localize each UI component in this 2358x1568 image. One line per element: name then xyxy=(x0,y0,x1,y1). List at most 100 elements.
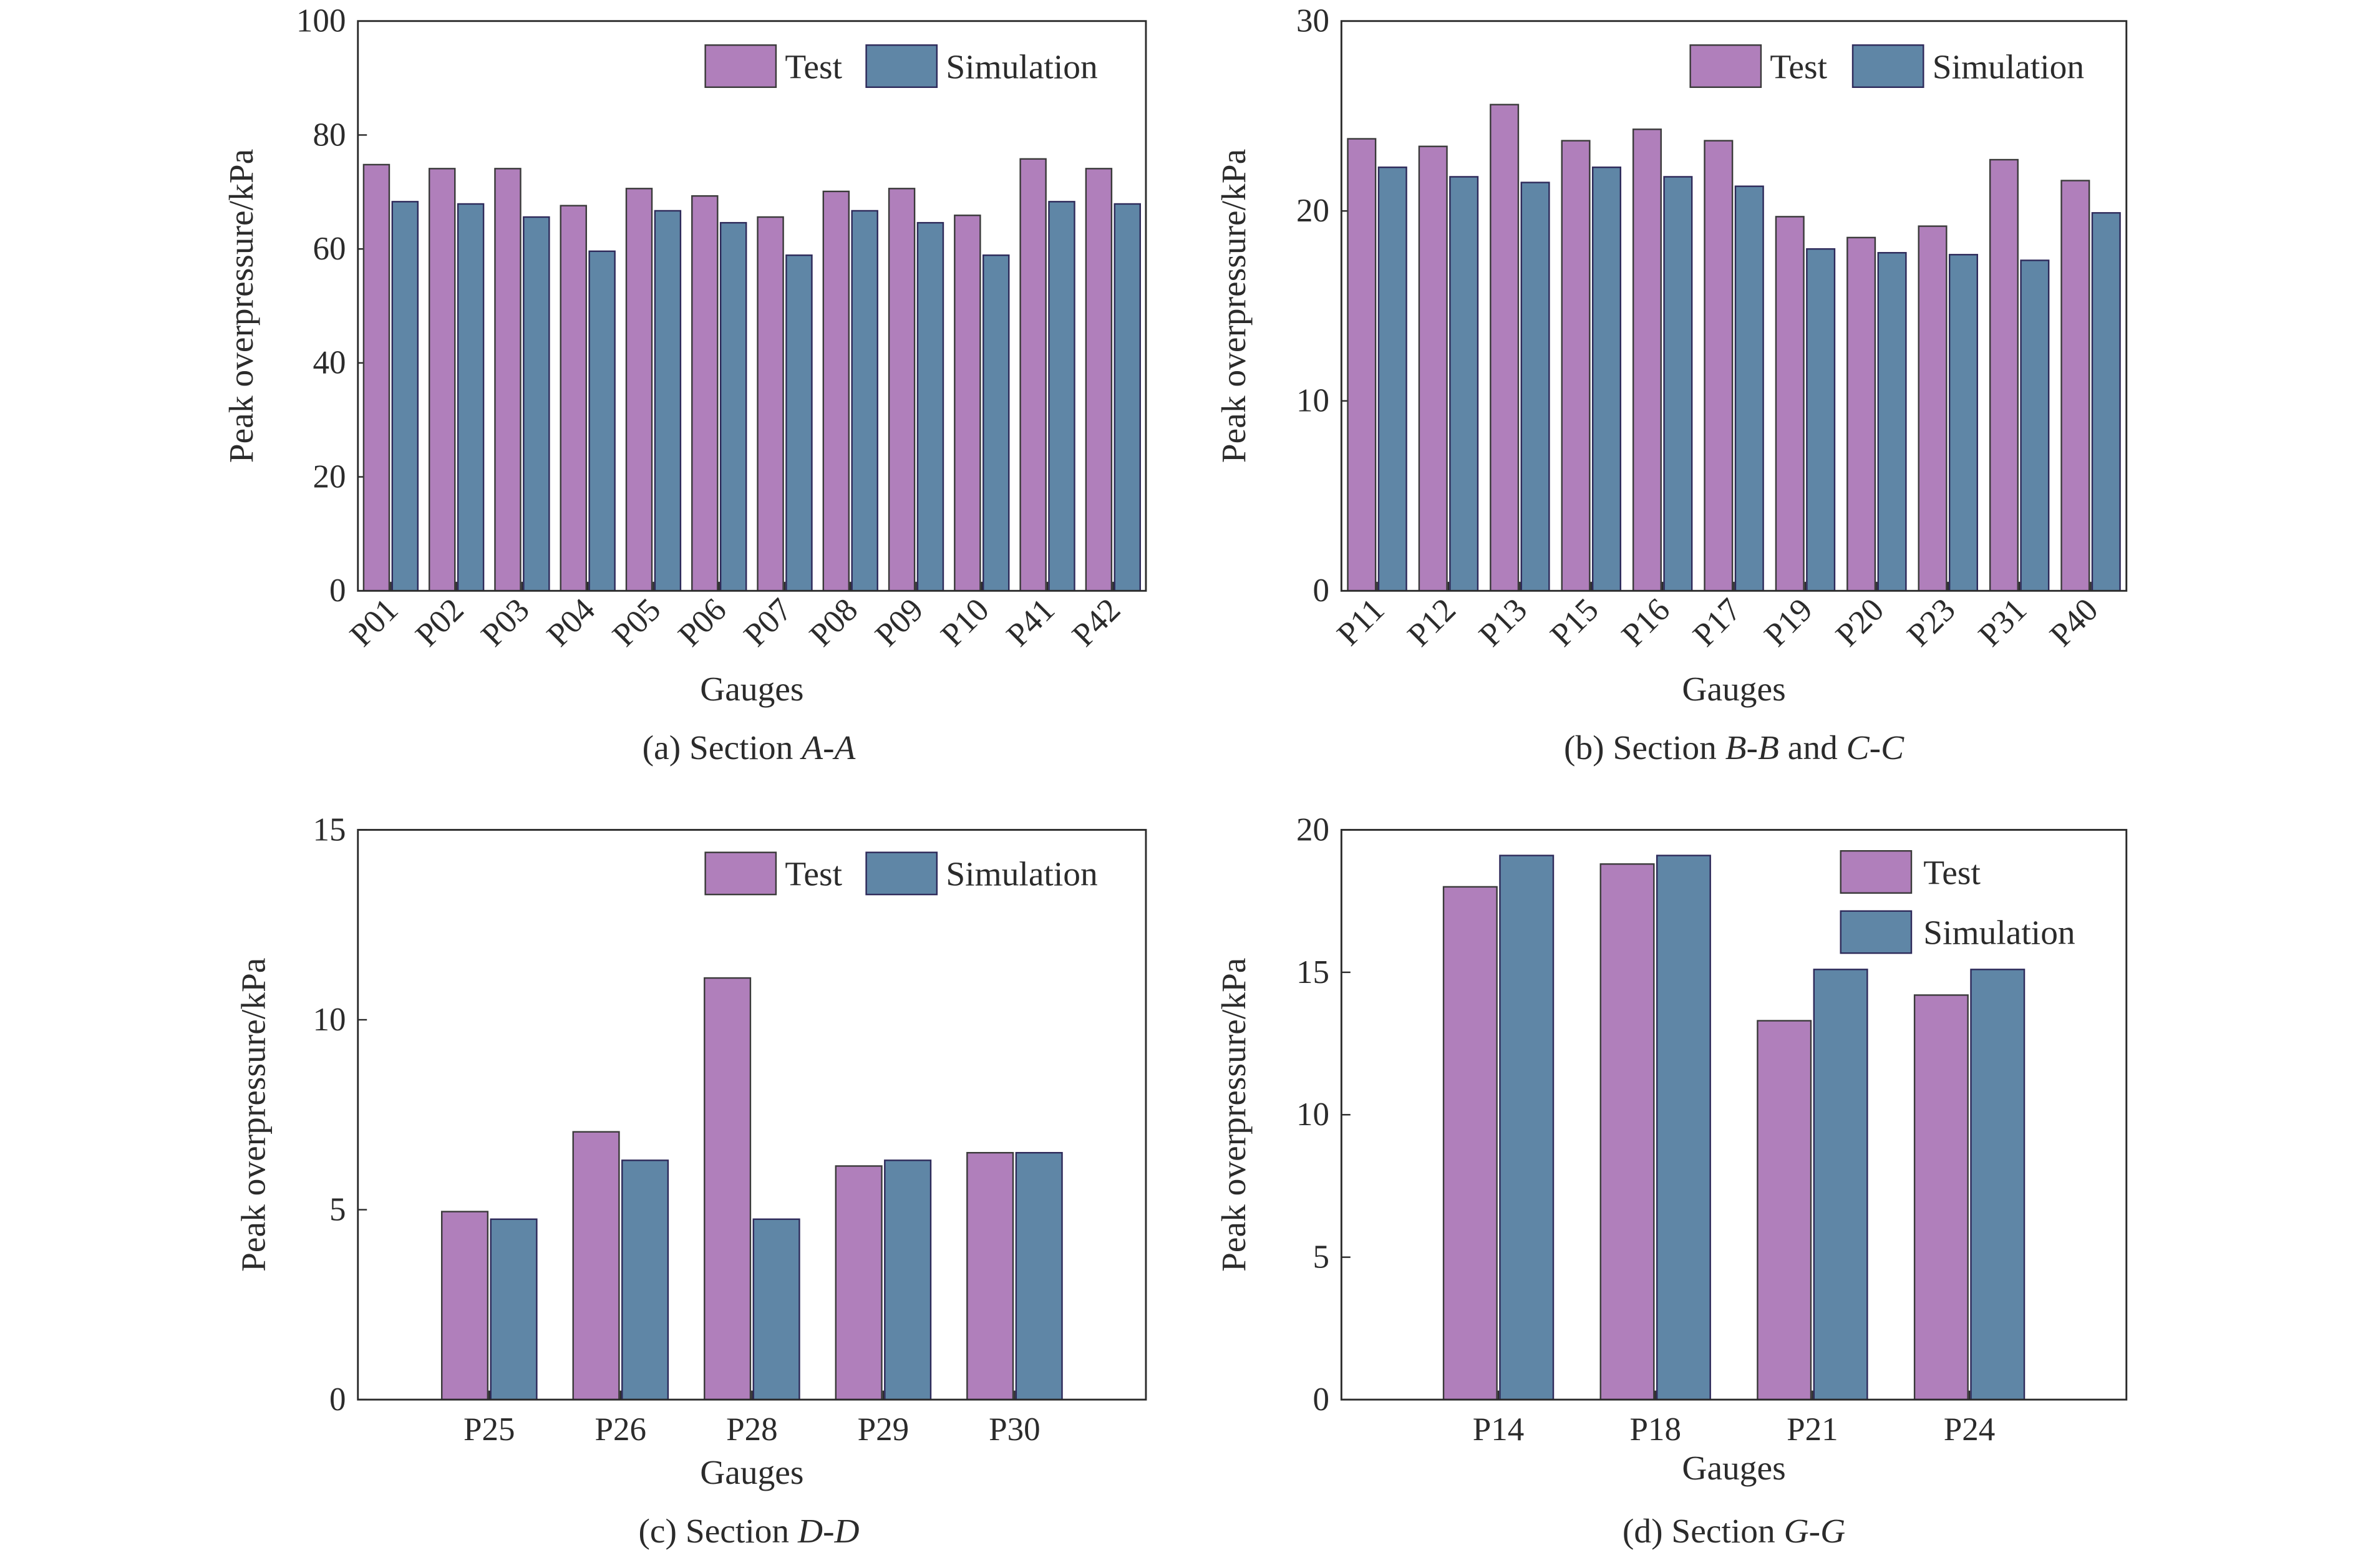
x-tick-label: P28 xyxy=(726,1411,778,1448)
bar-simulation xyxy=(2091,212,2121,592)
bar-test xyxy=(691,195,719,592)
bar-simulation xyxy=(523,216,550,592)
bar-simulation xyxy=(785,254,813,592)
legend-label-simulation: Simulation xyxy=(1923,914,2075,952)
plot-area xyxy=(357,21,1146,591)
y-tick-label: 20 xyxy=(1296,811,1329,848)
x-tick-label: P16 xyxy=(1615,591,1677,653)
y-tick-label: 10 xyxy=(313,1002,346,1038)
bar-simulation xyxy=(490,1218,538,1401)
caption-section: A-A xyxy=(799,728,856,767)
x-tick-label: P29 xyxy=(858,1411,910,1448)
bar-simulation xyxy=(1114,203,1142,592)
bar-simulation xyxy=(1663,176,1693,592)
x-tick-label: P07 xyxy=(737,591,799,653)
bar-simulation xyxy=(982,254,1010,592)
caption-prefix: (a) Section xyxy=(643,728,802,767)
legend-label-simulation: Simulation xyxy=(946,47,1097,85)
x-tick-label: P01 xyxy=(343,591,405,653)
legend-label-test: Test xyxy=(1770,47,1827,85)
x-tick-label: P02 xyxy=(409,591,470,653)
y-tick-label: 0 xyxy=(1313,1382,1330,1418)
bar-test xyxy=(1632,128,1662,592)
bar-test xyxy=(1989,158,2019,592)
bar-test xyxy=(560,205,587,592)
bar-simulation xyxy=(851,210,878,592)
x-tick-label: P08 xyxy=(803,591,865,653)
x-axis-label: Gauges xyxy=(1682,670,1785,708)
plot-frame xyxy=(357,829,1147,1401)
caption-mid: and xyxy=(1779,728,1846,767)
bar-simulation xyxy=(1877,252,1907,592)
x-tick-label: P18 xyxy=(1629,1411,1681,1448)
bar-test xyxy=(1442,886,1498,1401)
bar-test xyxy=(1599,863,1655,1401)
caption-section: B-B xyxy=(1725,728,1779,767)
bar-simulation xyxy=(884,1159,932,1401)
bar-simulation xyxy=(1813,969,1868,1401)
y-tick-label: 10 xyxy=(1296,1096,1329,1133)
y-tick-label: 80 xyxy=(313,117,346,153)
bar-test xyxy=(822,190,850,592)
bar-simulation xyxy=(457,203,485,592)
y-tick-label: 0 xyxy=(329,573,346,609)
bar-test xyxy=(954,215,981,592)
y-tick-label: 5 xyxy=(329,1191,346,1227)
y-tick-label: 15 xyxy=(1296,954,1329,990)
x-axis-label: Gauges xyxy=(1682,1449,1785,1487)
bar-simulation xyxy=(1948,254,1978,592)
y-tick-label: 40 xyxy=(313,345,346,381)
y-tick-label: 60 xyxy=(313,231,346,267)
x-tick-label: P11 xyxy=(1331,591,1392,652)
x-tick-label: P05 xyxy=(606,591,667,653)
x-tick-label: P13 xyxy=(1472,591,1534,653)
x-tick-label: P09 xyxy=(868,591,930,653)
panel-caption: (a) Section A-A xyxy=(643,728,856,767)
legend-swatch-simulation xyxy=(1851,44,1924,89)
panel-caption: (c) Section D-D xyxy=(638,1512,859,1550)
bar-test xyxy=(835,1165,883,1401)
bar-simulation xyxy=(719,221,747,592)
bar-simulation xyxy=(654,210,682,592)
y-tick-label: 20 xyxy=(1296,193,1329,229)
y-tick-label: 100 xyxy=(296,3,346,39)
x-tick-label: P30 xyxy=(989,1411,1041,1448)
plot-frame xyxy=(1340,20,2128,592)
bar-test xyxy=(494,168,522,592)
y-tick-label: 20 xyxy=(313,458,346,495)
legend-swatch-test xyxy=(1689,44,1762,89)
bar-simulation xyxy=(588,250,616,592)
caption-section-2: C-C xyxy=(1846,728,1904,767)
bar-simulation xyxy=(2020,259,2050,592)
legend: Test Simulation xyxy=(704,44,1098,89)
y-tick-label: 0 xyxy=(329,1382,346,1418)
bar-simulation xyxy=(1656,854,1711,1401)
x-tick-label: P40 xyxy=(2043,591,2105,653)
legend-label-test: Test xyxy=(1923,853,1981,891)
bar-test xyxy=(1846,236,1876,592)
bar-test xyxy=(1704,140,1734,592)
panel-d: 0 5 10 15 20 P14 P18 P21 P24 Gauges Peak overpress… xyxy=(1215,811,2128,1550)
y-axis-label: Peak overpressure/kPa xyxy=(222,149,260,463)
bar-simulation xyxy=(1591,167,1621,592)
caption-section: D-D xyxy=(797,1512,860,1550)
plot-frame xyxy=(357,20,1147,592)
plot-area xyxy=(357,830,1146,1400)
x-tick-label: P20 xyxy=(1829,591,1891,653)
legend-label-test: Test xyxy=(785,47,842,85)
bar-simulation xyxy=(391,201,419,592)
bar-simulation xyxy=(1499,854,1555,1401)
bar-test xyxy=(572,1131,620,1401)
plot-frame xyxy=(1340,829,2128,1401)
caption-section: G-G xyxy=(1784,1512,1846,1550)
bar-test xyxy=(1490,104,1520,592)
caption-prefix: (d) Section xyxy=(1623,1512,1784,1550)
bar-test xyxy=(966,1151,1014,1401)
bar-test xyxy=(1418,145,1448,592)
bar-test xyxy=(1918,225,1948,592)
legend-swatch-simulation xyxy=(865,851,938,896)
legend: Test Simulation xyxy=(704,851,1098,896)
bar-simulation xyxy=(752,1218,800,1401)
